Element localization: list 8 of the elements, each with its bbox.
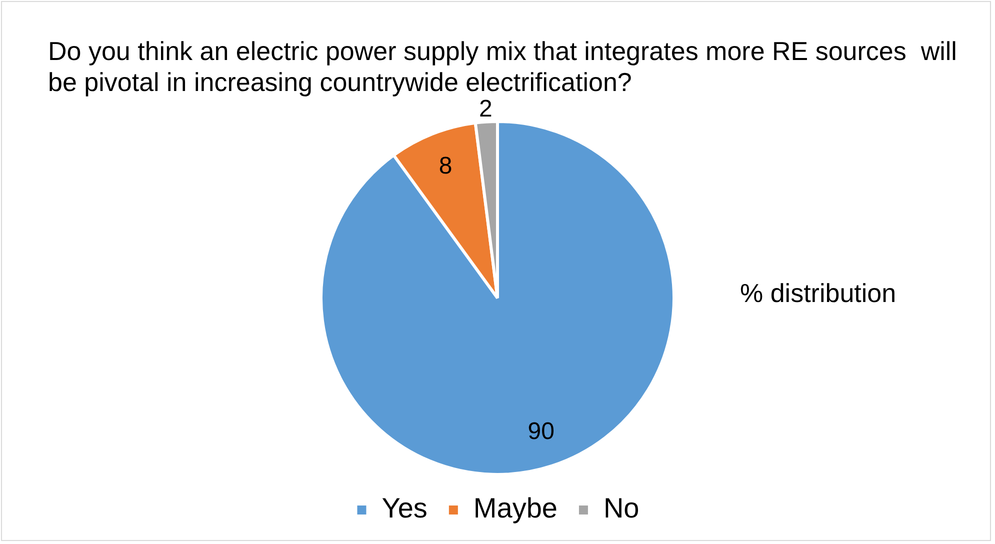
legend-label: Yes: [382, 492, 428, 524]
chart-title: Do you think an electric power supply mix that integrates more RE sources will be pivotal in increasing countrywide electrification?: [48, 36, 958, 98]
data-label: 2: [478, 95, 492, 122]
data-label: 8: [438, 152, 452, 180]
data-label: 90: [528, 418, 554, 445]
legend-label: No: [603, 492, 640, 524]
text: % distribution: [740, 278, 896, 309]
legend-label: Maybe: [473, 492, 558, 524]
